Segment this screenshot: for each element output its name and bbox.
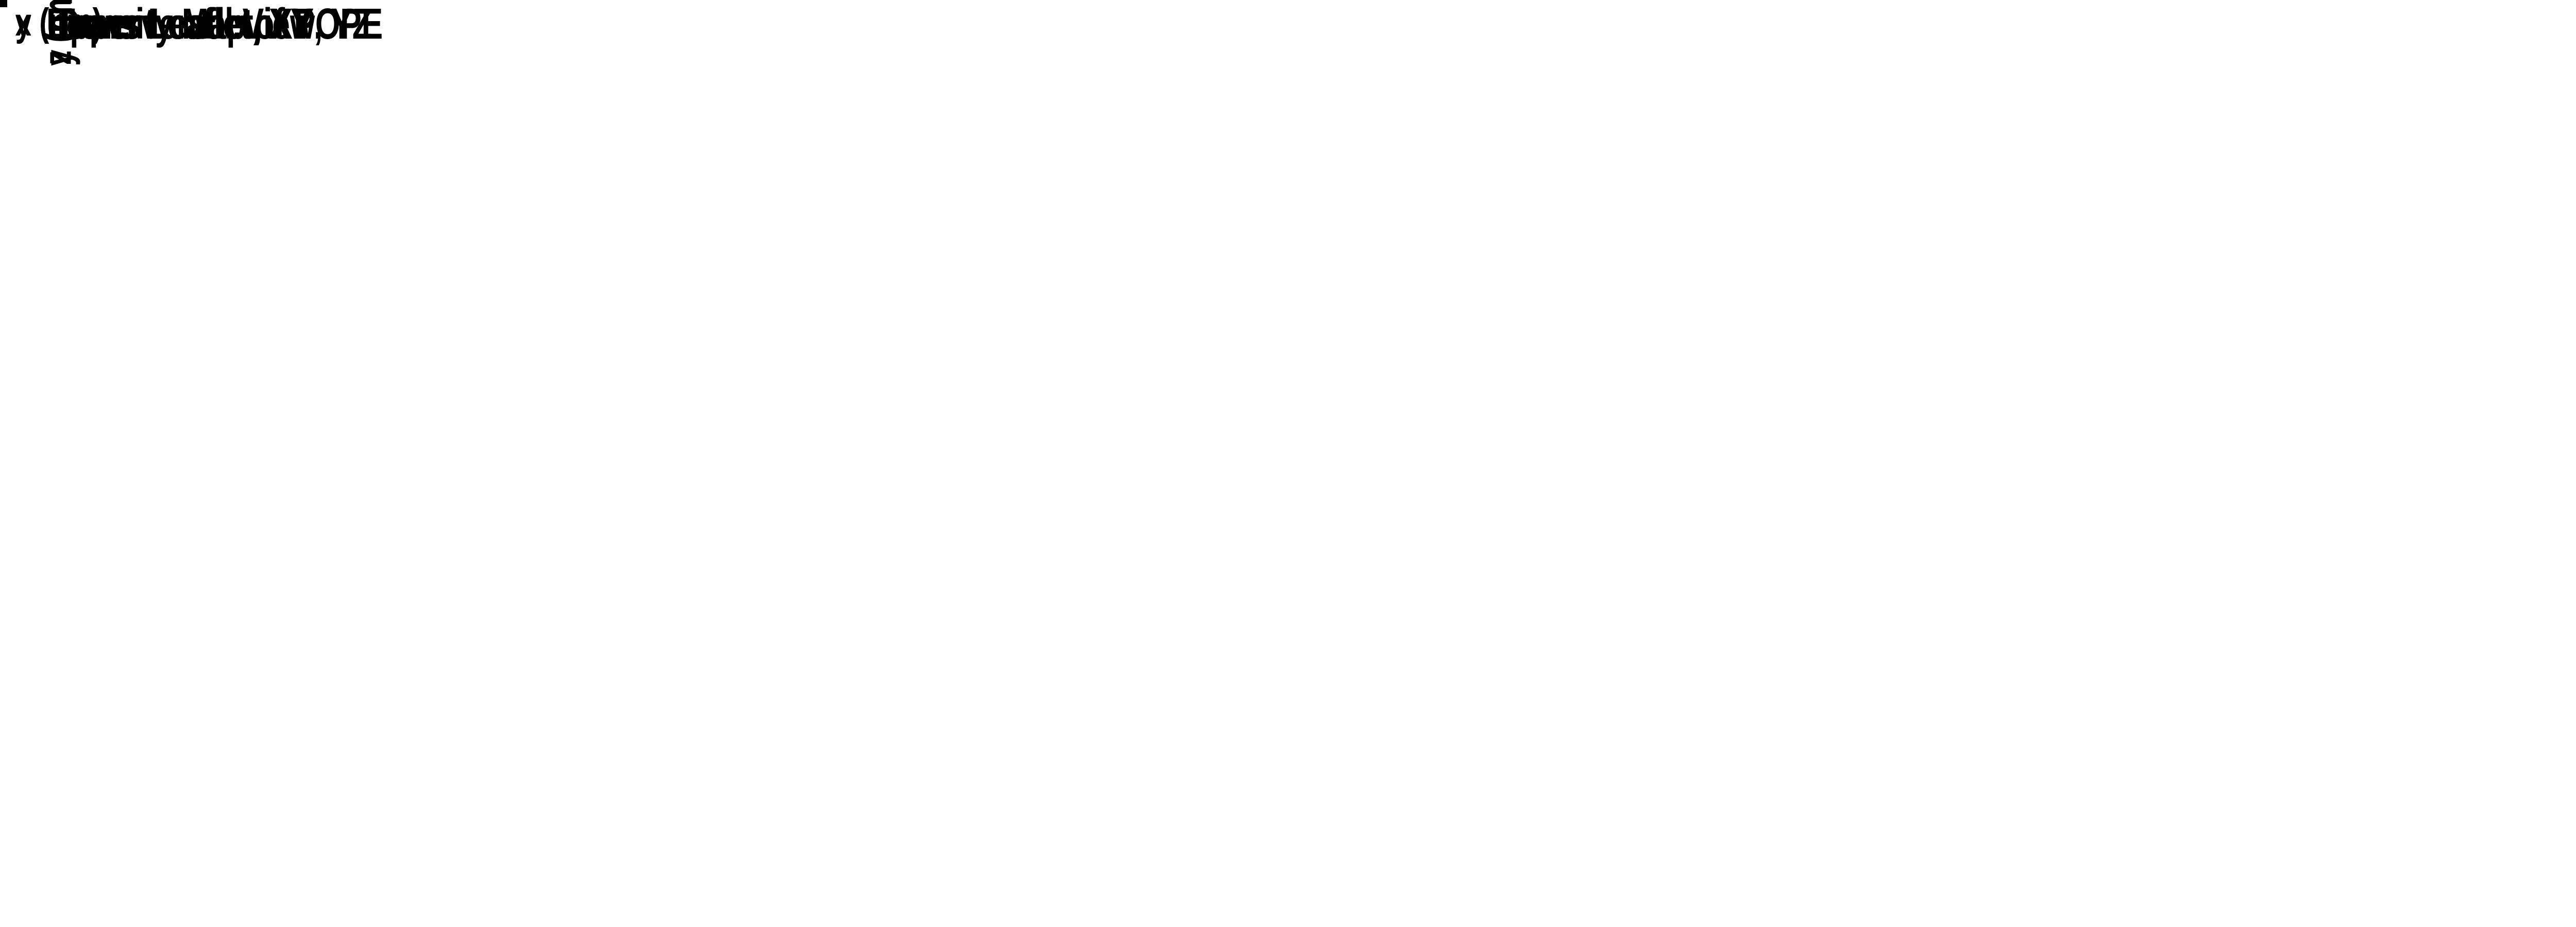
y-axis-label: z (nm): [36, 0, 80, 65]
heatmap-axes-transversal: [0, 0, 158, 81]
x-axis-label: y (nm): [15, 1, 103, 44]
heatmap-transversal: [4, 4, 158, 81]
colorbar-transversal: [0, 0, 5, 5]
